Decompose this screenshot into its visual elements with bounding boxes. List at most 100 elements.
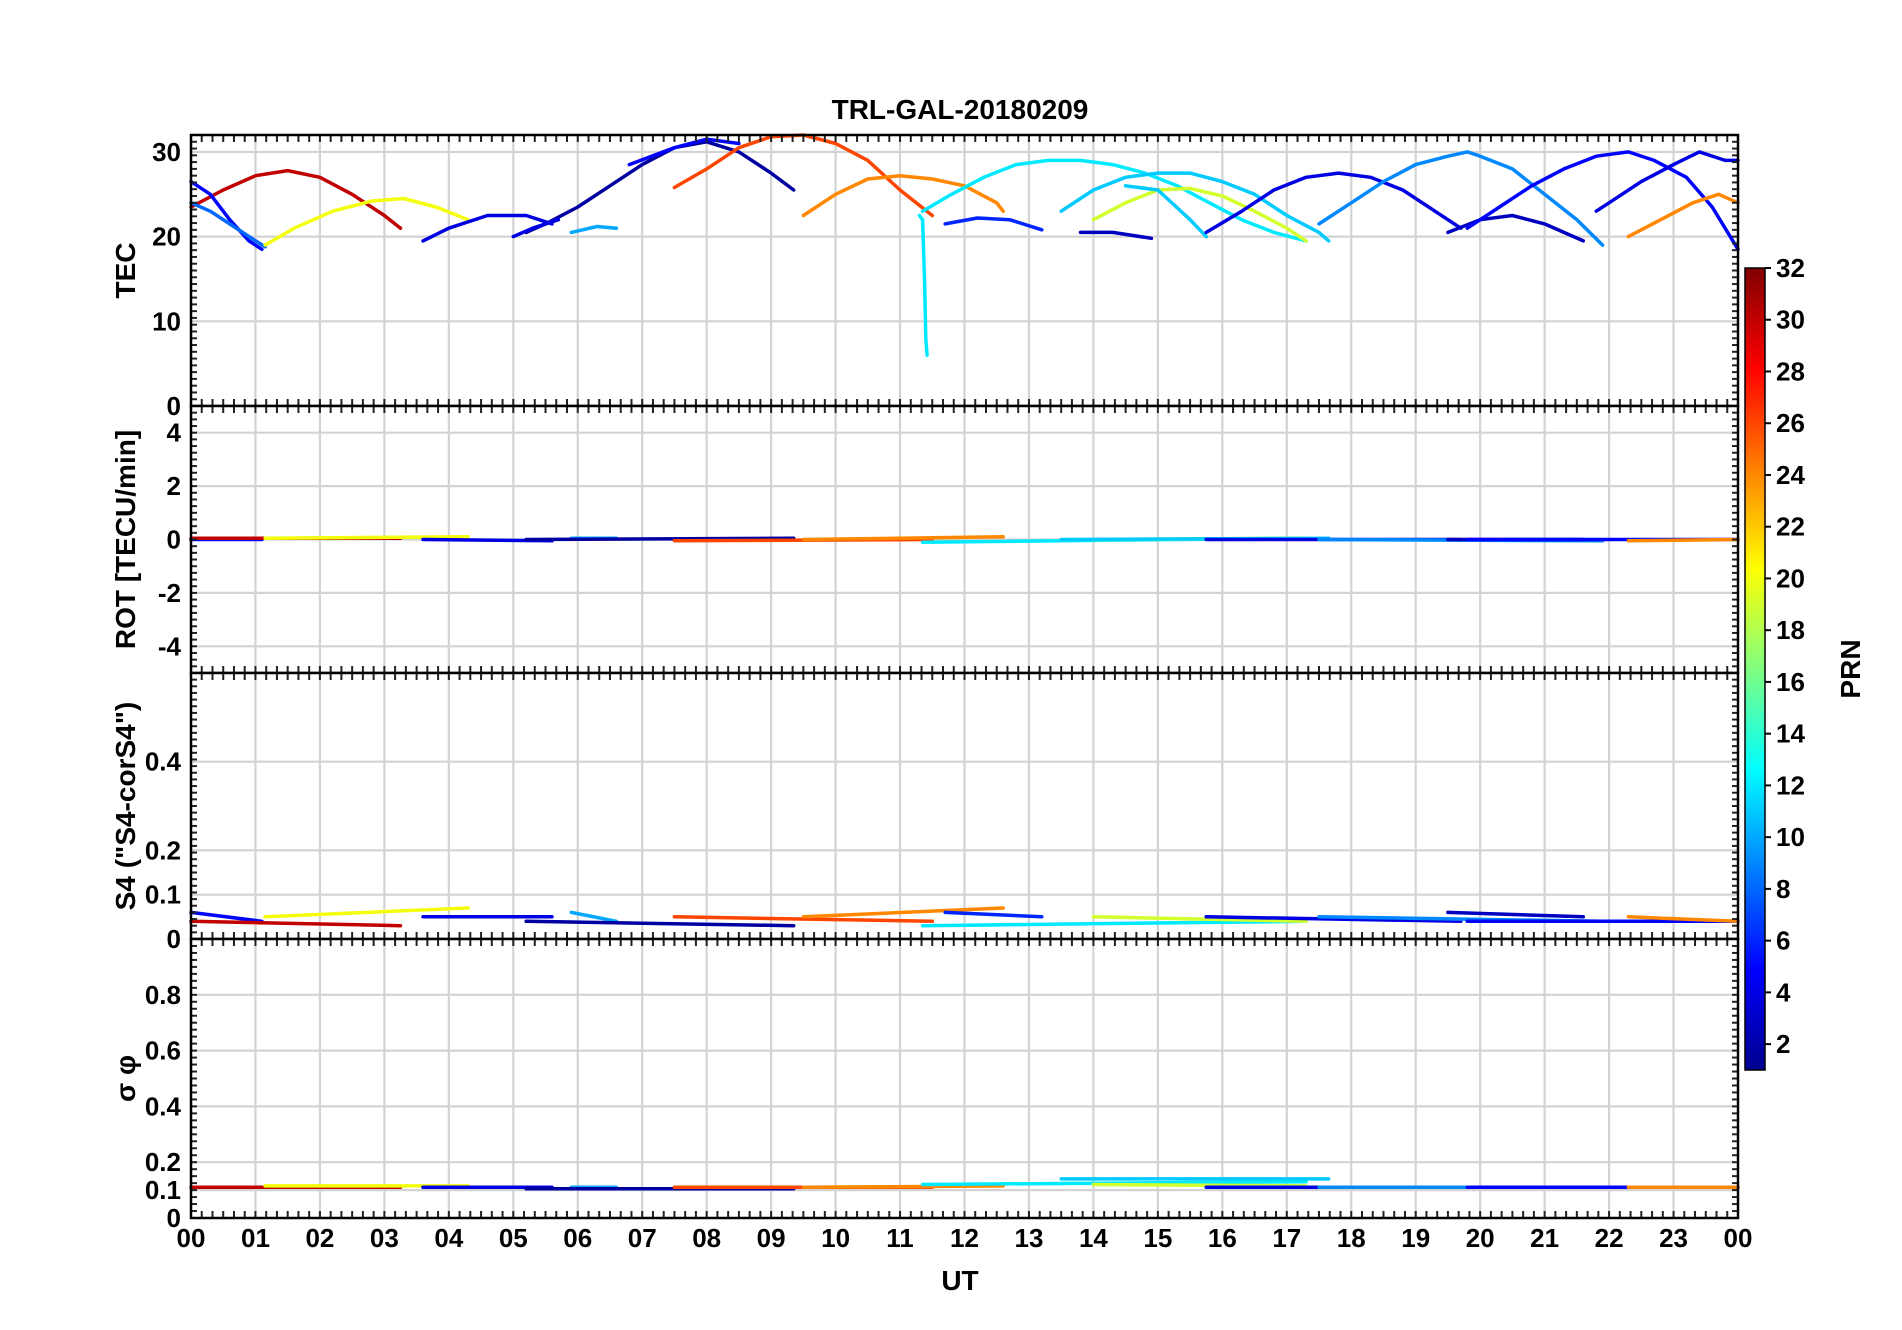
- series-prn-4: [1204, 171, 1463, 235]
- x-tick-label: 15: [1143, 1223, 1172, 1253]
- x-axis-label: UT: [941, 1265, 978, 1296]
- series-prn-20: [263, 535, 470, 540]
- series-prn-3: [1446, 910, 1586, 919]
- x-tick-label: 05: [499, 1223, 528, 1253]
- series-prn-11: [1059, 171, 1331, 243]
- series-prn-12: [920, 919, 1308, 928]
- y-tick-label: 0.1: [145, 880, 181, 910]
- colorbar-label: PRN: [1835, 639, 1866, 698]
- y-tick-label: -2: [158, 578, 181, 608]
- x-tick-label: 11: [886, 1223, 914, 1253]
- colorbar-tick-label: 8: [1776, 874, 1790, 904]
- x-tick-label: 00: [1724, 1223, 1753, 1253]
- series-prn-4: [421, 213, 554, 243]
- series-prn-30: [189, 919, 403, 928]
- x-tick-label: 12: [950, 1223, 979, 1253]
- x-tick-label: 14: [1079, 1223, 1108, 1253]
- y-tick-label: 0.4: [145, 1091, 182, 1121]
- y-tick-label: 0: [167, 924, 181, 954]
- series-prn-4: [511, 217, 561, 239]
- y-tick-label: 30: [152, 137, 181, 167]
- series-prn-4: [1594, 150, 1740, 213]
- series-prn-24: [801, 535, 1005, 542]
- series-prn-10: [569, 910, 619, 924]
- colorbar-tick-label: 2: [1776, 1029, 1790, 1059]
- colorbar-tick-label: 4: [1776, 977, 1791, 1007]
- x-tick-label: 03: [370, 1223, 399, 1253]
- series-prn-24: [1626, 192, 1740, 239]
- series-prn-2: [524, 536, 796, 542]
- series-prn-5: [1465, 150, 1740, 252]
- series-prn-10: [569, 224, 619, 235]
- y-tick-label: 0: [167, 1203, 181, 1233]
- y-tick-label: 0.4: [145, 747, 182, 777]
- colorbar-tick-label: 18: [1776, 615, 1805, 645]
- x-tick-label: 17: [1272, 1223, 1301, 1253]
- series-prn-3: [1446, 213, 1586, 243]
- series-prn-4: [1204, 915, 1463, 924]
- x-tick-label: 16: [1208, 1223, 1237, 1253]
- x-tick-label: 08: [692, 1223, 721, 1253]
- series-prn-2: [524, 140, 796, 235]
- series-prn-19: [1091, 915, 1308, 924]
- series-prn-9: [1317, 150, 1605, 247]
- colorbar-tick-label: 20: [1776, 563, 1805, 593]
- x-tick-label: 04: [434, 1223, 463, 1253]
- series-prn-11: [1123, 184, 1208, 239]
- y-tick-label: 10: [152, 306, 181, 336]
- series-prn-19: [1091, 186, 1308, 243]
- series-prn-24: [801, 906, 1005, 919]
- colorbar-tick-label: 32: [1776, 253, 1805, 283]
- y-tick-label: 0.2: [145, 835, 181, 865]
- x-tick-label: 09: [757, 1223, 786, 1253]
- series-prn-5: [189, 179, 264, 252]
- series-prn-26: [672, 915, 935, 924]
- colorbar-tick-label: 26: [1776, 408, 1805, 438]
- colorbar-tick-label: 24: [1776, 460, 1805, 490]
- colorbar-tick-label: 12: [1776, 770, 1805, 800]
- colorbar-tick-label: 30: [1776, 305, 1805, 335]
- x-tick-label: 02: [305, 1223, 334, 1253]
- plot-frame: [189, 937, 1740, 1220]
- series-prn-6: [943, 216, 1044, 232]
- x-tick-labels: 00 01 02 03 04 05 06 07 08 09 10 11 12 13 14 15 16 17 18 19…: [177, 1223, 1753, 1253]
- series-prn-8: [189, 201, 267, 249]
- x-tick-label: 10: [821, 1223, 850, 1253]
- series-prn-24: [1626, 537, 1740, 543]
- x-tick-label: 22: [1595, 1223, 1624, 1253]
- colorbar-tick-label: 16: [1776, 667, 1805, 697]
- panel-2: -4 -2 0 2 4 ROT [TECU/min]: [110, 404, 1740, 675]
- x-tick-label: 01: [241, 1223, 270, 1253]
- y-tick-label: 4: [167, 418, 182, 448]
- y-tick-label: 0: [167, 391, 181, 421]
- series-prn-12: [917, 213, 929, 357]
- chart-title: TRL-GAL-20180209: [832, 94, 1089, 125]
- x-tick-label: 00: [177, 1223, 206, 1253]
- x-tick-label: 06: [563, 1223, 592, 1253]
- y-tick-label: 0.2: [145, 1147, 181, 1177]
- x-tick-label: 19: [1401, 1223, 1430, 1253]
- colorbar-tick-label: 6: [1776, 926, 1790, 956]
- y-tick-label: 0.1: [145, 1175, 181, 1205]
- y-axis-label: σ φ: [110, 1055, 141, 1102]
- x-tick-label: 21: [1530, 1223, 1559, 1253]
- series-prn-5: [627, 137, 741, 167]
- y-tick-label: 0.8: [145, 980, 181, 1010]
- series-prn-30: [189, 168, 403, 230]
- x-tick-label: 18: [1337, 1223, 1366, 1253]
- panel-1: 0 10 20 30 TEC: [110, 133, 1740, 421]
- panel-4: 00.10.2 0.4 0.6 0.8 σ φ: [110, 937, 1740, 1233]
- y-tick-label: 2: [167, 471, 181, 501]
- series-prn-6: [943, 910, 1044, 919]
- y-axis-label: S4 ("S4-corS4"): [110, 702, 141, 911]
- colorbar-gradient: [1744, 267, 1766, 1071]
- series-prn-24: [1626, 915, 1740, 924]
- colorbar-tick-label: 22: [1776, 512, 1805, 542]
- colorbar-tick-label: 28: [1776, 356, 1805, 386]
- y-tick-label: -4: [158, 631, 182, 661]
- colorbar-tick-label: 10: [1776, 822, 1805, 852]
- y-tick-label: 0.6: [145, 1036, 181, 1066]
